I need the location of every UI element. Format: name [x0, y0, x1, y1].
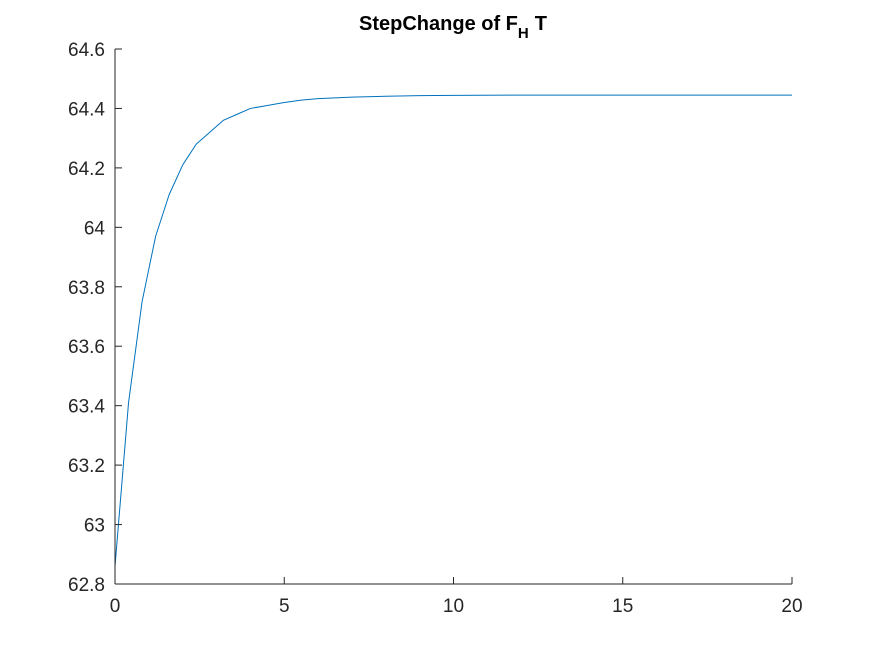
chart-title-main: StepChange of F: [359, 13, 518, 35]
axes: [114, 49, 792, 585]
series-line: [114, 94, 792, 567]
plot-area: [114, 94, 792, 567]
y-tick-label: 63.4: [68, 397, 105, 418]
tick-labels: 0 5 10 15 20 62.8 63 63.2 63.4 63.6 63.8 64 64.2 64.4…: [68, 40, 803, 617]
y-tick-label: 64.4: [68, 99, 105, 120]
y-tick-label: 63.6: [68, 337, 105, 358]
x-tick-label: 20: [781, 596, 802, 617]
y-tick-label: 62.8: [68, 575, 105, 596]
y-tick-label: 64.6: [68, 40, 105, 61]
x-tick-label: 5: [279, 596, 290, 617]
y-tick-label: 64.2: [68, 159, 105, 180]
x-tick-label: 0: [110, 596, 121, 617]
tick-marks: [114, 48, 793, 585]
chart-title-subscript: H: [518, 25, 529, 42]
chart-title-suffix: T: [535, 13, 547, 35]
y-tick-label: 63: [84, 516, 105, 537]
y-tick-label: 63.2: [68, 456, 105, 477]
chart-title: StepChange of FH T: [359, 13, 547, 42]
x-tick-label: 15: [612, 596, 633, 617]
y-tick-label: 64: [84, 218, 106, 239]
y-tick-label: 63.8: [68, 278, 105, 299]
x-tick-label: 10: [443, 596, 464, 617]
